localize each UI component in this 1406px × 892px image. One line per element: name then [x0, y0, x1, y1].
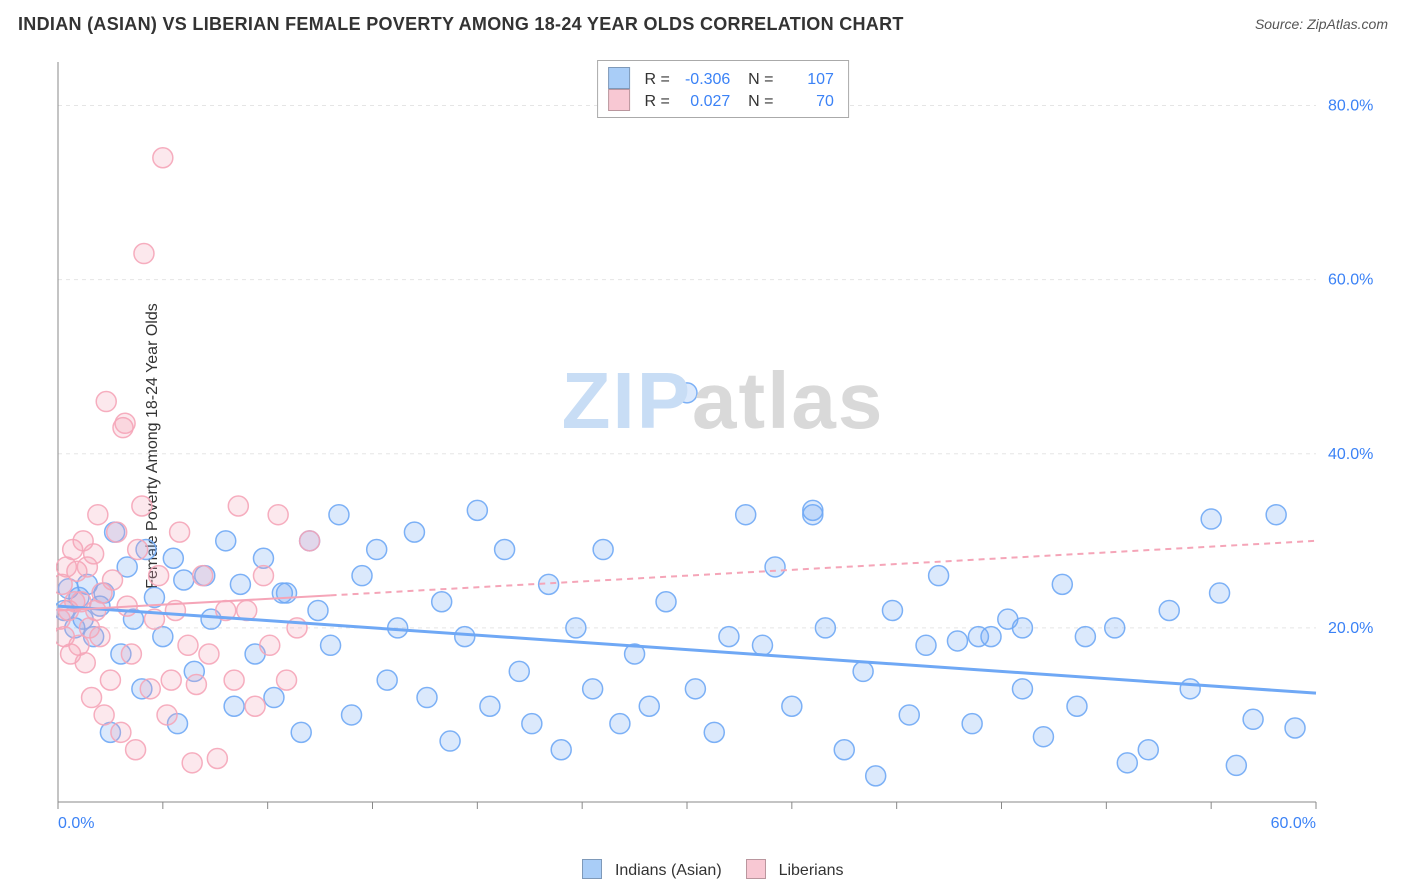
legend-n-label-2: N =: [748, 93, 773, 110]
legend-r-label-1: R =: [645, 71, 670, 88]
series-legend: Indians (Asian) Liberians: [0, 859, 1406, 880]
series-label-1: Indians (Asian): [615, 862, 722, 879]
series-swatch-2: [746, 859, 766, 879]
svg-text:20.0%: 20.0%: [1328, 620, 1373, 637]
series-swatch-1: [582, 859, 602, 879]
source-name: ZipAtlas.com: [1307, 16, 1388, 32]
legend-n-label-1: N =: [748, 71, 773, 88]
plot-area: ZIPatlas R = -0.306 N = 107 R = 0.027 N …: [56, 60, 1390, 836]
legend-r-value-1: -0.306: [674, 71, 730, 89]
svg-text:40.0%: 40.0%: [1328, 446, 1373, 463]
svg-text:80.0%: 80.0%: [1328, 98, 1373, 115]
plot-svg-container: 0.0% 60.0% 20.0% 40.0% 60.0% 80.0%: [56, 60, 1390, 836]
legend-swatch-2: [608, 89, 630, 111]
svg-text:60.0%: 60.0%: [1271, 815, 1316, 832]
legend-row-2: R = 0.027 N = 70: [608, 89, 834, 111]
legend-n-value-2: 70: [778, 93, 834, 111]
legend-row-1: R = -0.306 N = 107: [608, 67, 834, 89]
legend-r-value-2: 0.027: [674, 93, 730, 111]
chart-title: INDIAN (ASIAN) VS LIBERIAN FEMALE POVERT…: [18, 14, 904, 34]
svg-text:60.0%: 60.0%: [1328, 272, 1373, 289]
legend-swatch-1: [608, 67, 630, 89]
series-label-2: Liberians: [779, 862, 844, 879]
header-bar: INDIAN (ASIAN) VS LIBERIAN FEMALE POVERT…: [18, 14, 1388, 46]
svg-text:0.0%: 0.0%: [58, 815, 94, 832]
source-prefix: Source:: [1255, 16, 1307, 32]
correlation-legend: R = -0.306 N = 107 R = 0.027 N = 70: [597, 60, 849, 118]
legend-r-label-2: R =: [645, 93, 670, 110]
scatter-plot-svg: 0.0% 60.0% 20.0% 40.0% 60.0% 80.0%: [56, 60, 1390, 836]
legend-n-value-1: 107: [778, 71, 834, 89]
source-attribution: Source: ZipAtlas.com: [1255, 16, 1388, 32]
